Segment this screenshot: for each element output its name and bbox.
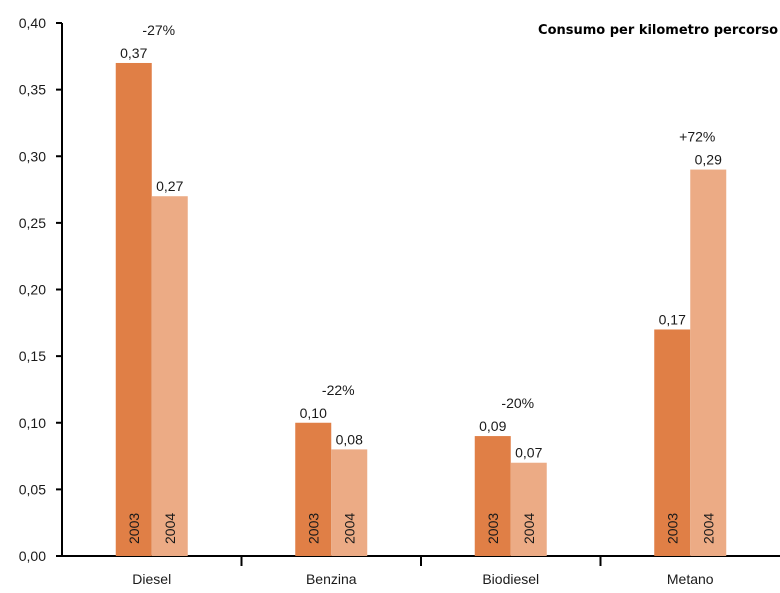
y-tick-label: 0,40 (19, 15, 46, 31)
change-label: -27% (142, 22, 175, 38)
value-label: 0,09 (479, 418, 506, 434)
year-label: 2003 (485, 513, 501, 544)
year-label: 2004 (700, 513, 716, 544)
value-label: 0,29 (695, 152, 722, 168)
chart-title: Consumo per kilometro percorso (538, 23, 778, 38)
bar-2004-benzina (331, 449, 368, 556)
y-tick-label: 0,30 (19, 148, 46, 164)
bar-2003-biodiesel (474, 436, 511, 556)
year-label: 2003 (305, 513, 321, 544)
bar-2003-diesel (115, 62, 152, 556)
bar-2004-metano (690, 169, 727, 556)
category-label: Biodiesel (482, 571, 539, 587)
y-tick-label: 0,20 (19, 282, 46, 298)
chart-bars (115, 62, 727, 556)
category-label: Benzina (306, 571, 357, 587)
year-label: 2003 (664, 513, 680, 544)
y-tick-label: 0,15 (19, 348, 46, 364)
value-label: 0,27 (156, 178, 183, 194)
value-label: 0,37 (120, 45, 147, 61)
chart-labels: 0,37 2003 0,27 2004 Diesel -27% 0,10 2003 0,08 20… (120, 22, 722, 587)
value-label: 0,10 (300, 405, 327, 421)
bar-2003-metano (654, 329, 691, 556)
y-tick-label: 0,10 (19, 415, 46, 431)
y-tick-label: 0,05 (19, 481, 46, 497)
change-label: -22% (322, 382, 355, 398)
year-label: 2004 (341, 513, 357, 544)
year-label: 2004 (521, 513, 537, 544)
value-label: 0,17 (659, 311, 686, 327)
value-label: 0,07 (515, 445, 542, 461)
bar-2003-benzina (295, 422, 332, 556)
change-label: -20% (501, 395, 534, 411)
category-label: Metano (667, 571, 714, 587)
y-tick-label: 0,35 (19, 82, 46, 98)
y-tick-label: 0,00 (19, 548, 46, 564)
bar-2004-diesel (151, 196, 188, 556)
bar-2004-biodiesel (510, 462, 547, 556)
change-label: +72% (679, 129, 715, 145)
year-label: 2004 (162, 513, 178, 544)
value-label: 0,08 (336, 431, 363, 447)
category-label: Diesel (132, 571, 171, 587)
year-label: 2003 (126, 513, 142, 544)
y-tick-label: 0,25 (19, 215, 46, 231)
